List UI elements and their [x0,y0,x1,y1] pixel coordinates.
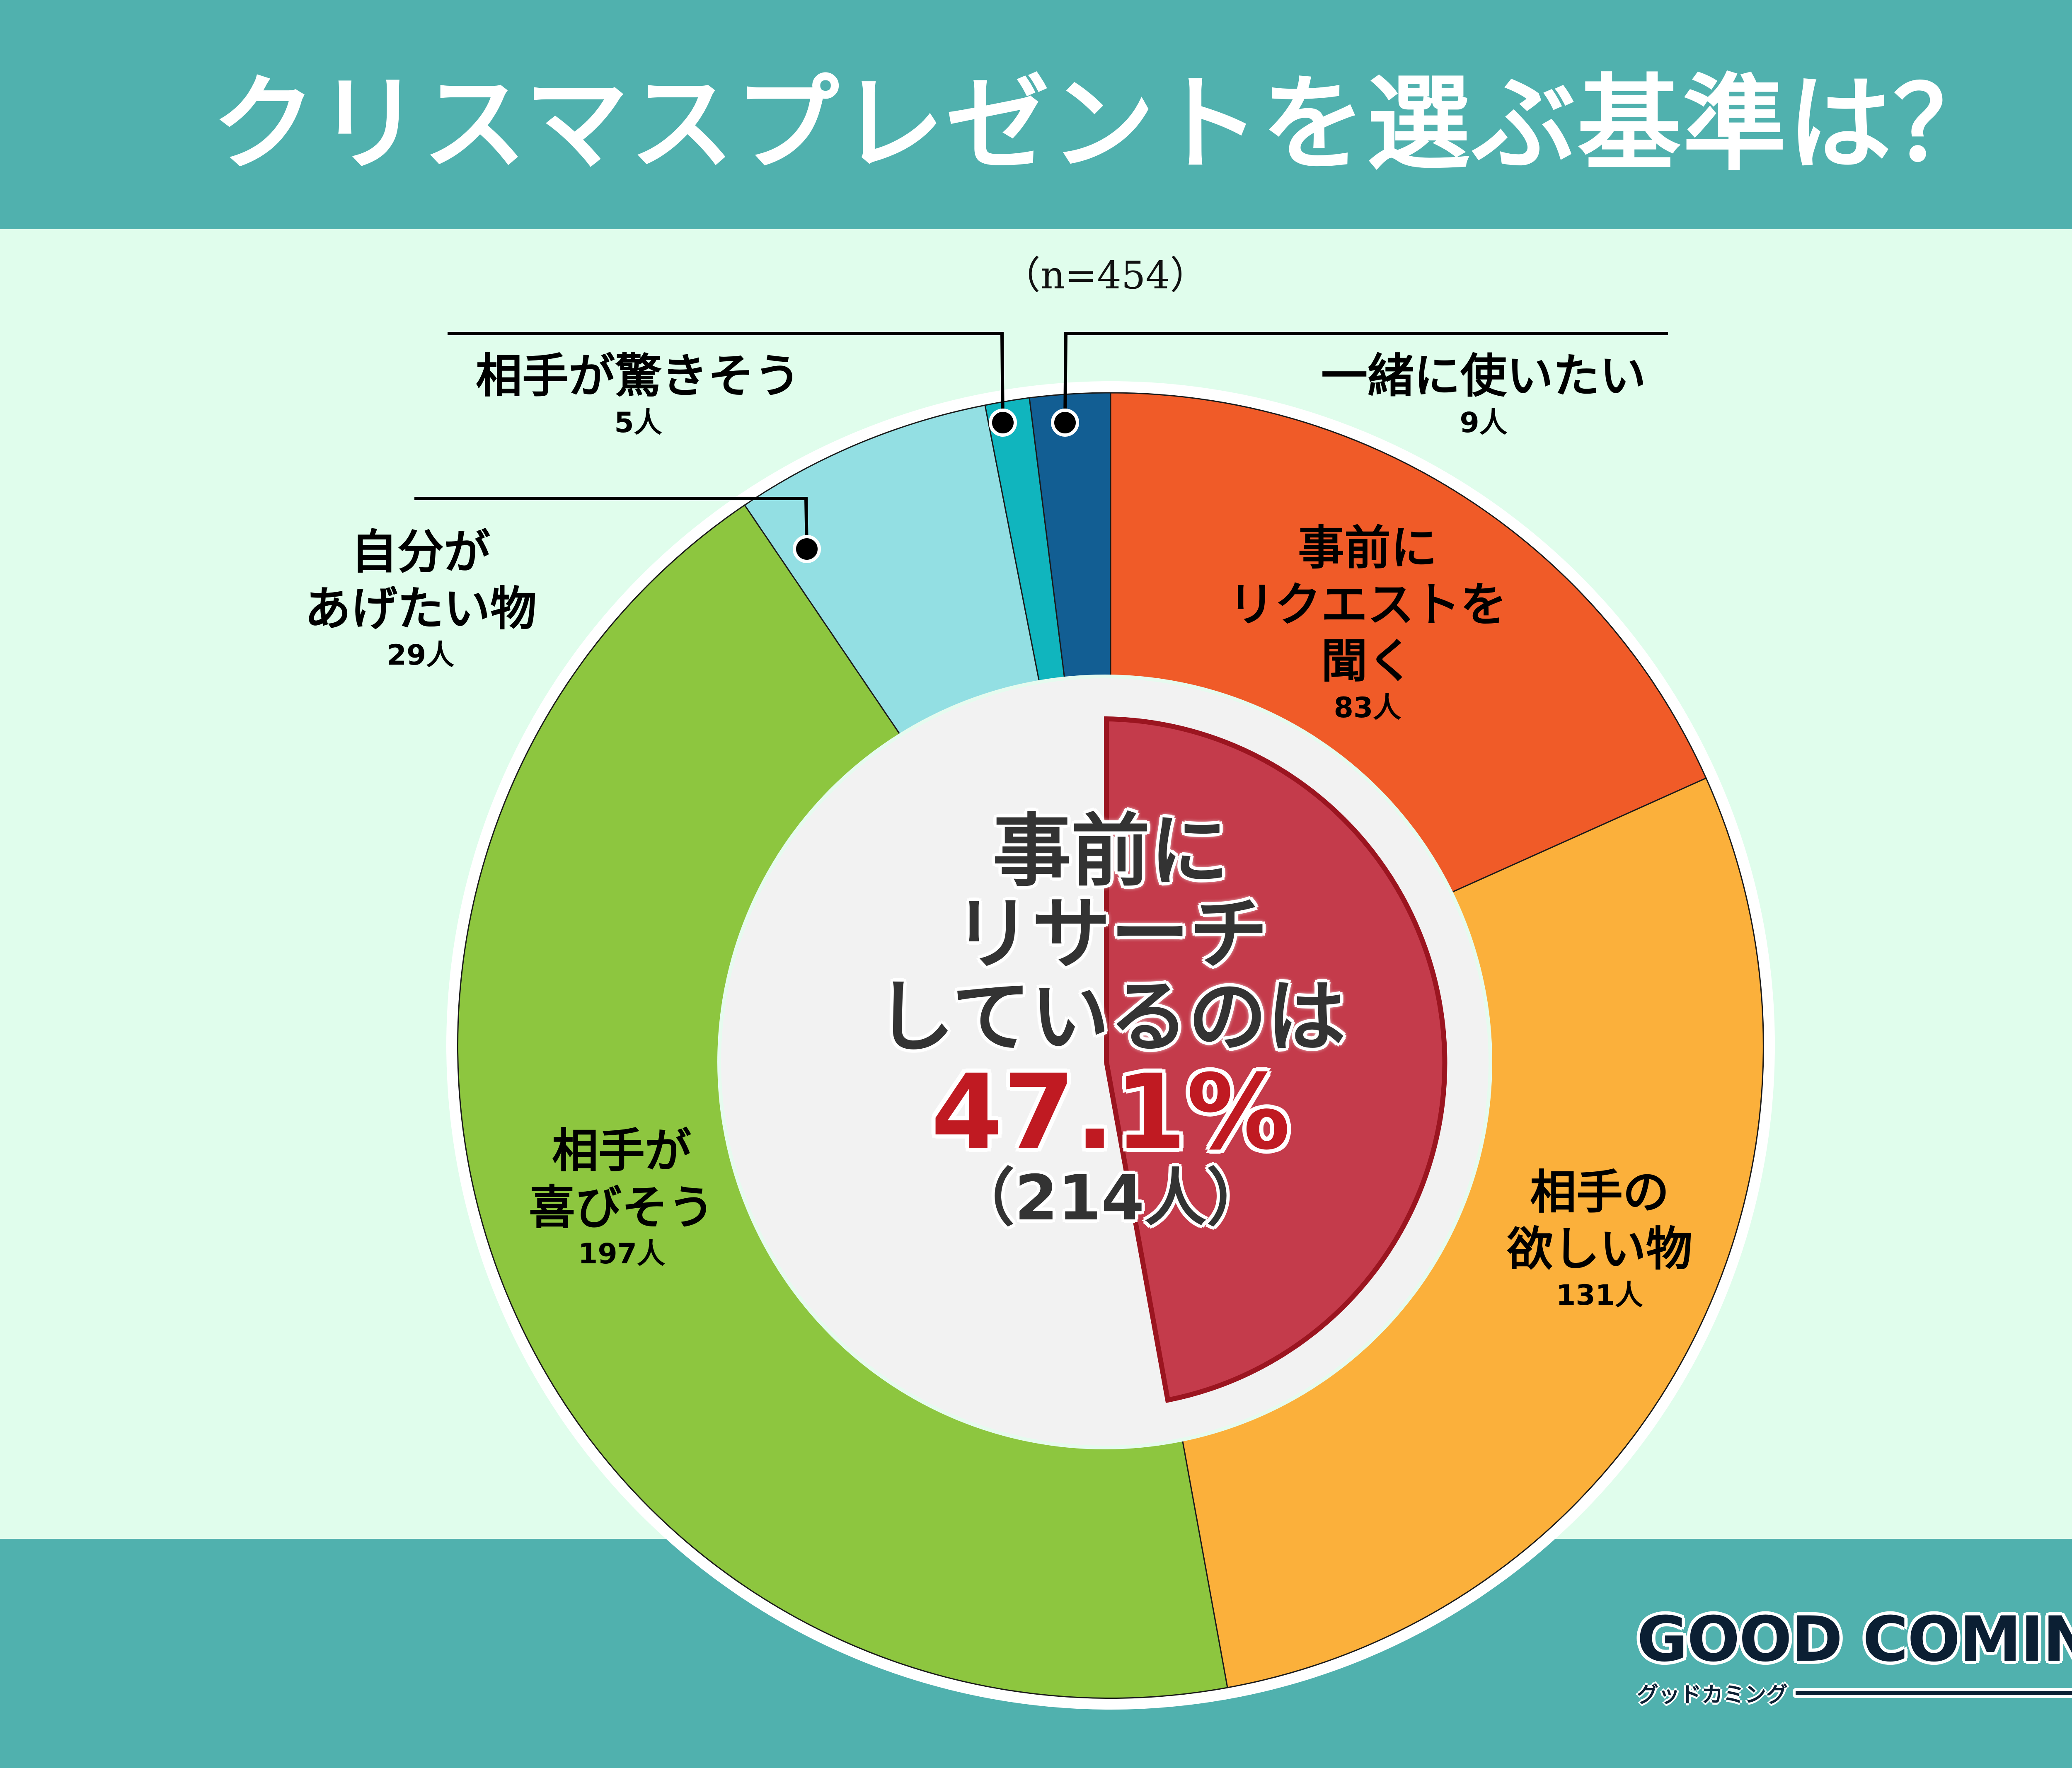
logo-underline [1793,1688,2072,1698]
label-pleased: 相手が 喜びそう 197人 [529,1124,714,1271]
research-count: （214人） [952,1162,1269,1234]
label-give: 自分が あげたい物 29人 [305,525,537,672]
leader-line-surprise [448,332,1005,423]
label-surprise: 相手が驚きそう 5人 [476,349,801,439]
center-annotation: 事前に リサーチ しているのは 47.1% （214人） [875,805,1346,1234]
leader-line-give [414,497,808,549]
sample-size: （n=454） [1002,253,1208,297]
label-wanted: 相手の 欲しい物 131人 [1507,1166,1692,1312]
leader-dot-surprise [989,409,1017,437]
research-highlight-slice [1104,716,1447,1403]
label-use-together: 一緒に使いたい 9人 [1321,349,1646,439]
leader-dot-use-together [1051,409,1079,437]
header-bar [0,0,2072,229]
research-percent: 47.1% [931,1052,1290,1173]
brand-logo: GOOD COMING グッドカミング [1637,1604,2072,1708]
leader-dot-give [793,535,821,563]
chart-title: クリスマスプレゼントを選ぶ基準は？ [212,63,1999,184]
label-request: 事前に リクエストを 聞く 83人 [1228,521,1507,724]
leader-line-use-together [1063,332,1668,423]
